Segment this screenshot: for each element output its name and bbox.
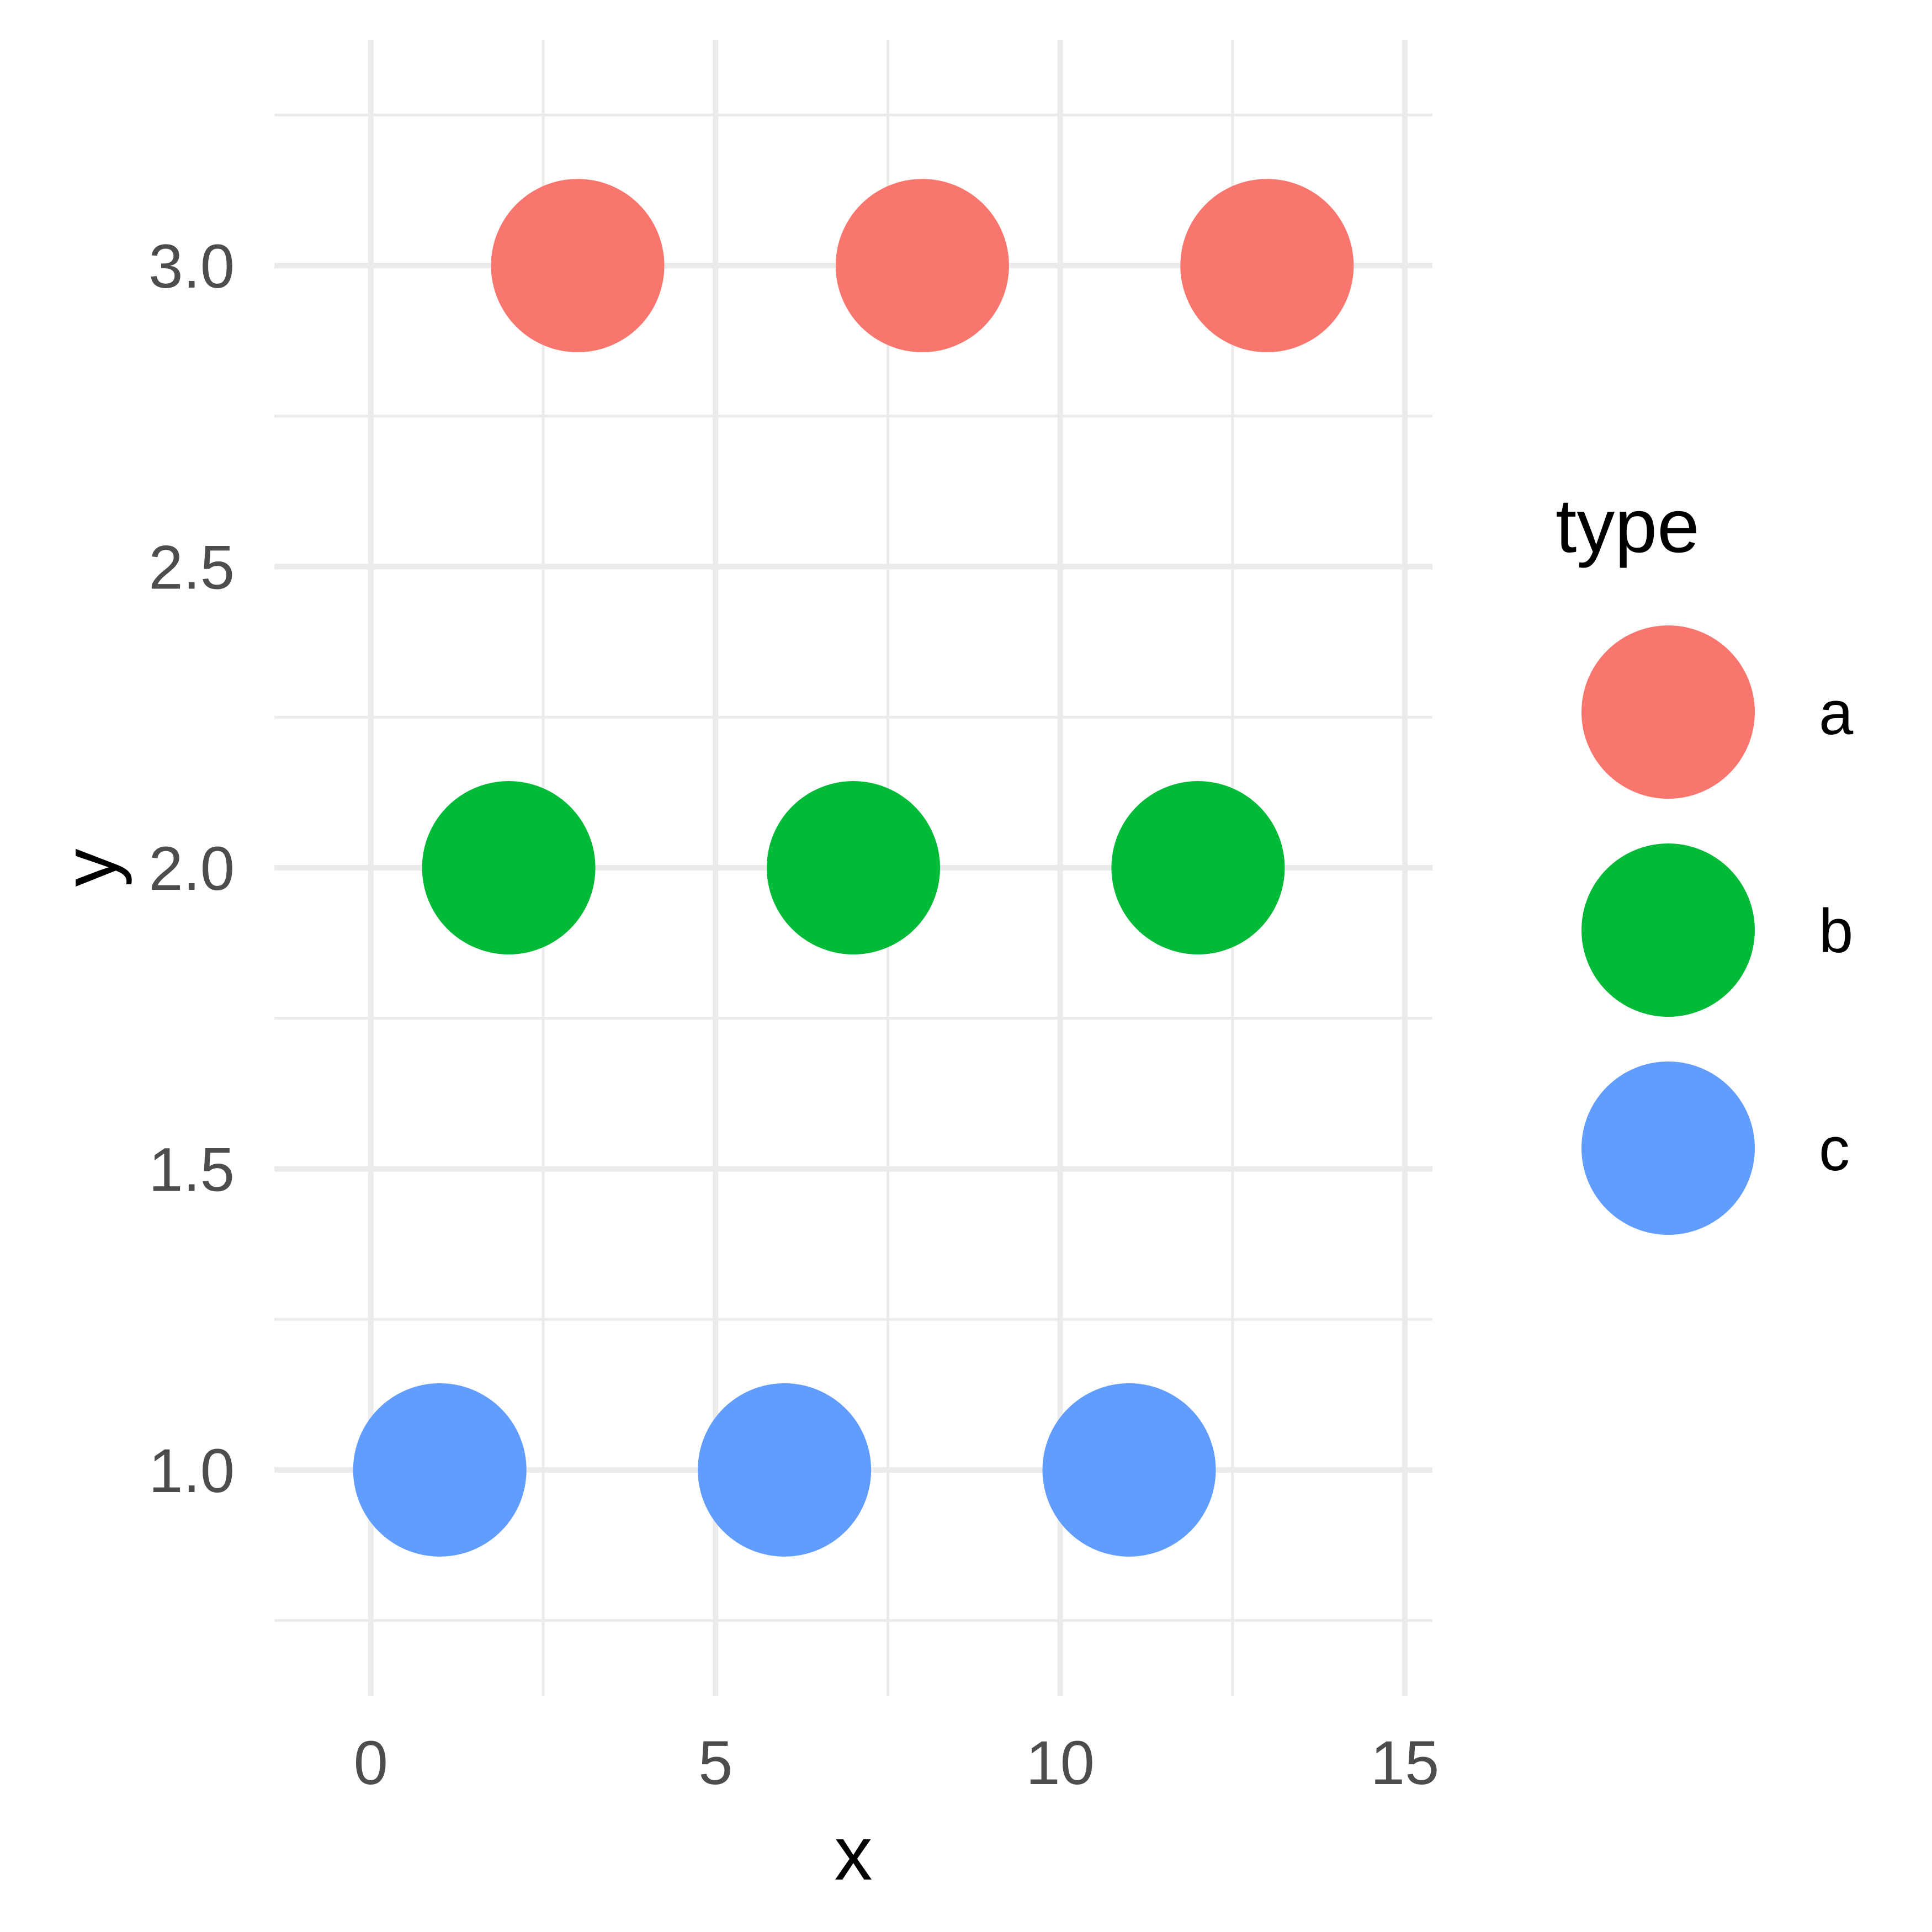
x-tick-labels: 0 5 10 15 (354, 1728, 1440, 1797)
x-tick-label: 0 (354, 1728, 388, 1797)
legend-title: type (1556, 484, 1700, 569)
data-point-b (422, 781, 596, 954)
data-point-c (698, 1383, 872, 1557)
y-tick-label: 1.5 (148, 1135, 235, 1204)
legend-items: a b c (1581, 625, 1854, 1235)
legend: type a b c (1556, 484, 1854, 1235)
legend-key-a (1581, 625, 1755, 799)
y-tick-label: 2.5 (148, 533, 235, 602)
legend-label-c: c (1819, 1114, 1850, 1183)
data-point-b (1111, 781, 1285, 954)
data-point-b (767, 781, 940, 954)
legend-key-c (1581, 1061, 1755, 1235)
legend-label-b: b (1819, 896, 1853, 965)
y-tick-labels: 1.0 1.5 2.0 2.5 3.0 (148, 232, 235, 1505)
data-point-c (353, 1383, 527, 1557)
data-point-a (491, 179, 665, 353)
data-point-a (1180, 179, 1354, 353)
y-tick-label: 3.0 (148, 232, 235, 301)
x-tick-label: 5 (698, 1728, 733, 1797)
y-tick-label: 2.0 (148, 834, 235, 903)
legend-key-b (1581, 843, 1755, 1017)
x-tick-label: 15 (1371, 1728, 1440, 1797)
data-point-a (835, 179, 1009, 353)
y-tick-label: 1.0 (148, 1436, 235, 1505)
y-axis-title: y (47, 849, 132, 887)
x-tick-label: 10 (1026, 1728, 1095, 1797)
data-points (353, 179, 1354, 1557)
legend-label-a: a (1819, 678, 1854, 747)
data-point-c (1042, 1383, 1216, 1557)
x-axis-title: x (835, 1811, 873, 1896)
